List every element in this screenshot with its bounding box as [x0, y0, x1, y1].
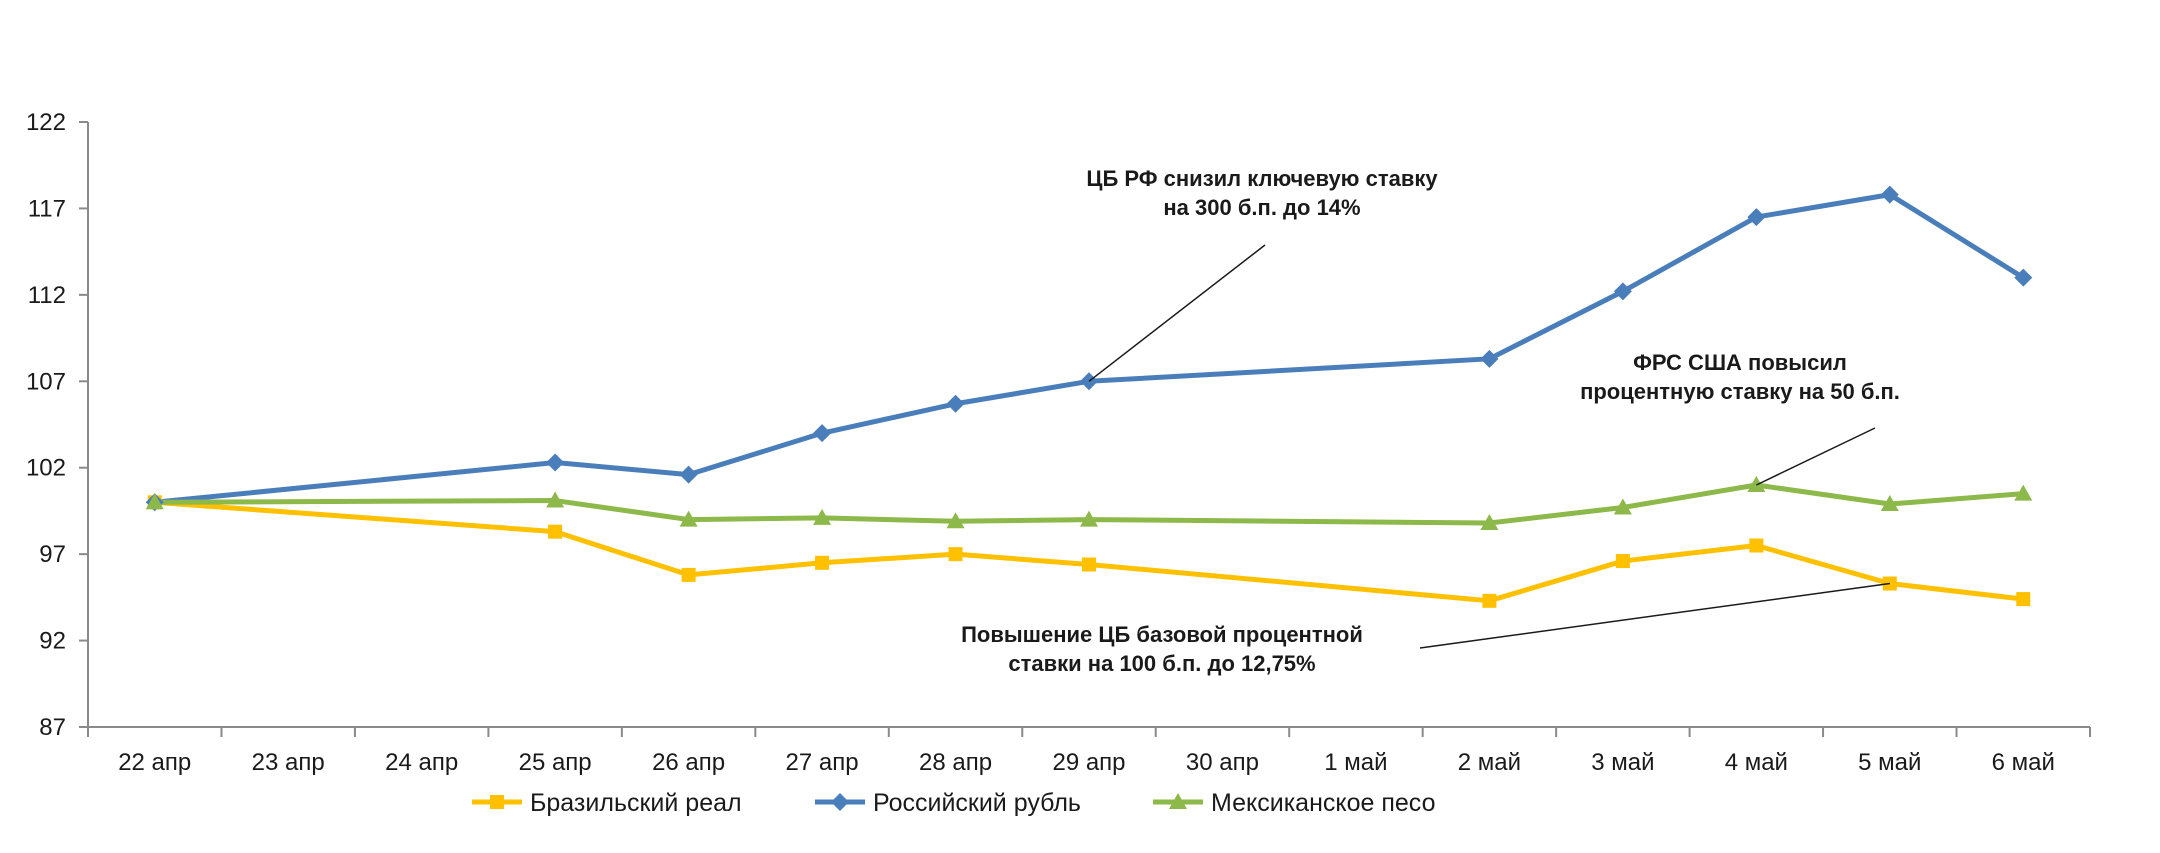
- x-tick-label: 26 апр: [652, 749, 725, 776]
- legend-swatch-marker: [490, 795, 504, 809]
- y-tick-label: 107: [26, 368, 66, 395]
- data-point-series-1: [679, 465, 698, 484]
- data-point-series-0: [815, 555, 830, 570]
- legend-swatch-marker: [1169, 793, 1187, 809]
- x-tick-label: 28 апр: [919, 749, 992, 776]
- annotation-text: на 300 б.п. до 14%: [1163, 195, 1360, 220]
- data-point-series-0: [1482, 593, 1497, 608]
- data-point-series-2: [679, 510, 698, 527]
- data-point-series-1: [946, 394, 965, 413]
- x-tick-label: 5 май: [1858, 749, 1921, 776]
- legend-label: Бразильский реал: [530, 789, 742, 817]
- chart-axes: 87 92 97 102 107 112 117 122 22 апр 23 апр 24 апр 2…: [26, 109, 2091, 776]
- y-tick-label: 122: [26, 109, 66, 136]
- x-tick-label: 22 апр: [118, 749, 191, 776]
- x-tick-label: 4 май: [1725, 749, 1788, 776]
- x-tick-label: 24 апр: [385, 749, 458, 776]
- x-tick-label: 6 май: [1992, 749, 2055, 776]
- data-point-series-2: [946, 512, 965, 529]
- y-tick-label: 92: [39, 628, 66, 655]
- data-point-series-1: [1747, 208, 1766, 227]
- data-point-series-0: [948, 547, 963, 562]
- y-tick-label: 102: [26, 455, 66, 482]
- chart-series-markers: [145, 185, 2033, 608]
- data-point-series-2: [1613, 498, 1632, 515]
- x-tick-label: 29 апр: [1052, 749, 1125, 776]
- series-line-1: [152, 192, 2026, 505]
- x-tick-label: 3 май: [1591, 749, 1654, 776]
- legend-swatch-marker: [831, 793, 849, 811]
- data-point-series-1: [546, 453, 565, 472]
- data-point-series-1: [813, 424, 832, 443]
- x-tick-label: 2 май: [1458, 749, 1521, 776]
- legend-label: Российский рубль: [873, 789, 1081, 817]
- x-tick-label: 27 апр: [786, 749, 859, 776]
- chart-legend: Бразильский реал Российский рубль Мексикан…: [472, 789, 1436, 817]
- annotation-leader-line: [1088, 244, 1266, 382]
- annotation-text: процентную ставку на 50 б.п.: [1580, 379, 1900, 404]
- data-point-series-0: [548, 524, 563, 539]
- data-point-series-1: [2014, 268, 2033, 287]
- x-tick-label: 30 апр: [1186, 749, 1259, 776]
- y-tick-label: 97: [39, 541, 66, 568]
- annotation-leader-line: [1756, 427, 1876, 486]
- x-tick-label: 25 апр: [519, 749, 592, 776]
- data-point-series-2: [2014, 484, 2033, 501]
- data-point-series-0: [1082, 557, 1096, 572]
- data-point-series-0: [2016, 592, 2031, 607]
- chart-annotations: ЦБ РФ снизил ключевую ставку на 300 б.п. …: [961, 166, 1900, 676]
- data-point-series-1: [1880, 185, 1899, 204]
- x-tick-label: 23 апр: [252, 749, 325, 776]
- data-point-series-0: [1749, 538, 1764, 553]
- y-tick-label: 87: [39, 714, 66, 741]
- data-point-series-0: [1615, 554, 1630, 569]
- legend-label: Мексиканское песо: [1211, 789, 1436, 817]
- annotation-leader-line: [1419, 582, 1890, 649]
- data-point-series-2: [145, 493, 164, 510]
- data-point-series-2: [1747, 476, 1766, 492]
- annotation-text: ЦБ РФ снизил ключевую ставку: [1086, 166, 1438, 191]
- x-tick-label: 1 май: [1324, 749, 1387, 776]
- data-point-series-0: [681, 567, 696, 582]
- data-point-series-1: [1480, 349, 1499, 368]
- data-point-series-2: [1080, 510, 1098, 527]
- y-tick-label: 112: [28, 282, 66, 309]
- annotation-text: ФРС США повысил: [1633, 350, 1847, 375]
- data-point-series-1: [1613, 282, 1632, 301]
- data-point-series-2: [546, 491, 565, 508]
- data-point-series-2: [1480, 514, 1499, 531]
- y-tick-label: 117: [28, 195, 66, 222]
- data-point-series-2: [813, 508, 832, 525]
- data-point-series-2: [1880, 495, 1899, 512]
- annotation-text: Повышение ЦБ базовой процентной: [961, 622, 1363, 647]
- annotation-text: ставки на 100 б.п. до 12,75%: [1008, 651, 1315, 676]
